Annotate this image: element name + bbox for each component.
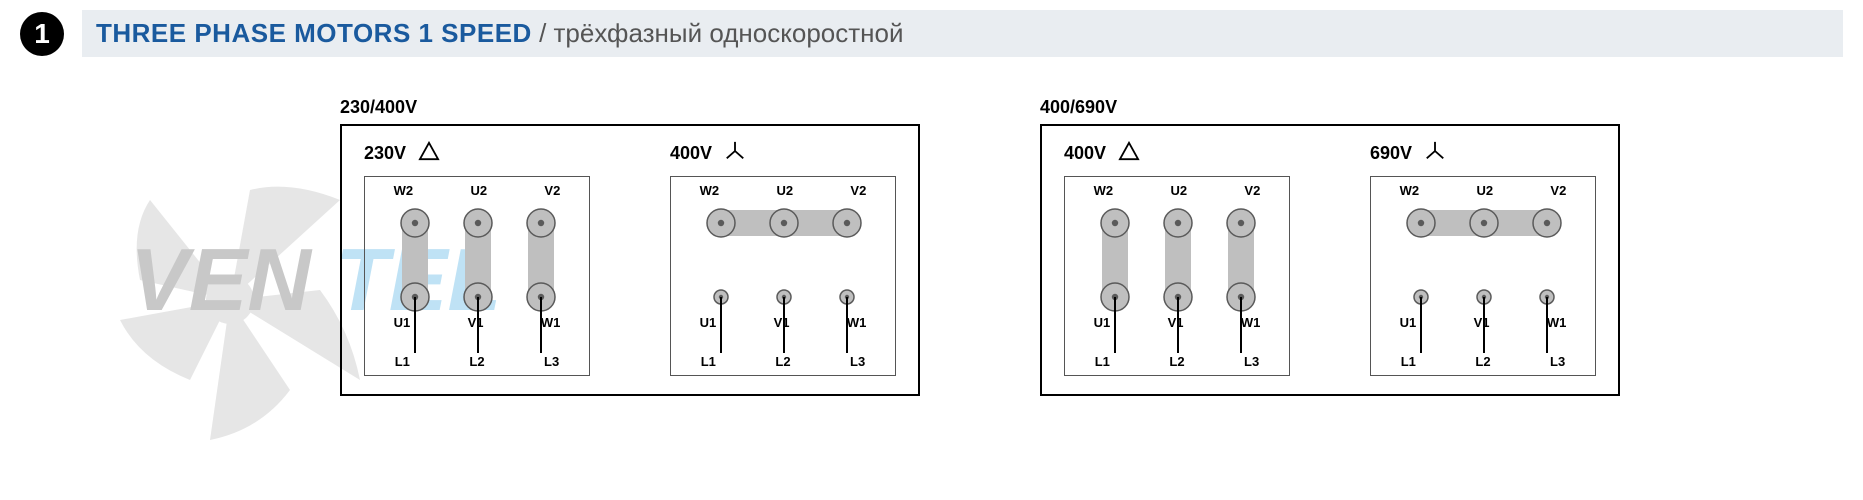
terminal-label: L2 <box>1169 354 1184 369</box>
wiring-sub-delta: 400V W2 U2 V2 U1 V1 W1 L1 L2 L3 <box>1064 140 1290 376</box>
sub-heading: 400V <box>670 140 746 166</box>
terminal-box: W2 U2 V2 U1 V1 W1 L1 L2 L3 <box>364 176 590 376</box>
terminal-label: W1 <box>1547 315 1567 330</box>
voltage-group: 230/400V 230V W2 U2 V2 U1 V1 W1 L1 L2 L3 400V … <box>340 97 920 396</box>
terminal-label: L1 <box>701 354 716 369</box>
terminal-label: V1 <box>1168 315 1184 330</box>
terminal-label: L3 <box>1244 354 1259 369</box>
star-icon <box>1424 140 1446 167</box>
header: 1 THREE PHASE MOTORS 1 SPEED / трёхфазны… <box>20 10 1843 57</box>
voltage-label: 400V <box>1064 143 1106 164</box>
terminal-label: U1 <box>700 315 717 330</box>
terminal-label: L2 <box>775 354 790 369</box>
terminal-label: W2 <box>394 183 414 198</box>
terminal-label: U2 <box>776 183 793 198</box>
terminal-label: L3 <box>850 354 865 369</box>
section-number-badge: 1 <box>20 12 64 56</box>
sub-heading: 230V <box>364 140 440 166</box>
terminal-label: W1 <box>1241 315 1261 330</box>
title-sub: / трёхфазный односкоростной <box>532 18 904 48</box>
terminal-label: W1 <box>847 315 867 330</box>
terminal-label: V2 <box>850 183 866 198</box>
terminal-label: L2 <box>1475 354 1490 369</box>
terminal-label: U1 <box>1400 315 1417 330</box>
terminal-label: L3 <box>544 354 559 369</box>
wiring-sub-delta: 230V W2 U2 V2 U1 V1 W1 L1 L2 L3 <box>364 140 590 376</box>
sub-heading: 690V <box>1370 140 1446 166</box>
title-main: THREE PHASE MOTORS 1 SPEED <box>96 18 532 48</box>
terminal-label: L1 <box>1095 354 1110 369</box>
group-label: 230/400V <box>340 97 920 118</box>
terminal-label: L2 <box>469 354 484 369</box>
terminal-label: W2 <box>1094 183 1114 198</box>
terminal-label: V1 <box>774 315 790 330</box>
terminal-label: U2 <box>470 183 487 198</box>
terminal-label: U1 <box>1094 315 1111 330</box>
wiring-sub-star: 690V W2 U2 V2 U1 V1 W1 L1 L2 L3 <box>1370 140 1596 376</box>
terminal-label: V2 <box>1550 183 1566 198</box>
terminal-label: L1 <box>395 354 410 369</box>
terminal-label: W2 <box>700 183 720 198</box>
terminal-box: W2 U2 V2 U1 V1 W1 L1 L2 L3 <box>1370 176 1596 376</box>
terminal-label: V1 <box>1474 315 1490 330</box>
delta-icon <box>1118 141 1140 166</box>
terminal-label: L3 <box>1550 354 1565 369</box>
star-icon <box>724 140 746 167</box>
terminal-label: V2 <box>544 183 560 198</box>
group-box: 230V W2 U2 V2 U1 V1 W1 L1 L2 L3 400V W2 U2 V2 U1… <box>340 124 920 396</box>
terminal-box: W2 U2 V2 U1 V1 W1 L1 L2 L3 <box>670 176 896 376</box>
voltage-label: 690V <box>1370 143 1412 164</box>
terminal-label: V1 <box>468 315 484 330</box>
group-label: 400/690V <box>1040 97 1620 118</box>
terminal-label: U2 <box>1476 183 1493 198</box>
terminal-box: W2 U2 V2 U1 V1 W1 L1 L2 L3 <box>1064 176 1290 376</box>
terminal-label: L1 <box>1401 354 1416 369</box>
terminal-label: W2 <box>1400 183 1420 198</box>
sub-heading: 400V <box>1064 140 1140 166</box>
voltage-group: 400/690V 400V W2 U2 V2 U1 V1 W1 L1 L2 L3 690V … <box>1040 97 1620 396</box>
title-bar: THREE PHASE MOTORS 1 SPEED / трёхфазный … <box>82 10 1843 57</box>
terminal-label: U1 <box>394 315 411 330</box>
voltage-label: 230V <box>364 143 406 164</box>
diagram-groups: 230/400V 230V W2 U2 V2 U1 V1 W1 L1 L2 L3 400V … <box>0 97 1863 416</box>
wiring-sub-star: 400V W2 U2 V2 U1 V1 W1 L1 L2 L3 <box>670 140 896 376</box>
delta-icon <box>418 141 440 166</box>
terminal-label: W1 <box>541 315 561 330</box>
terminal-label: U2 <box>1170 183 1187 198</box>
terminal-label: V2 <box>1244 183 1260 198</box>
voltage-label: 400V <box>670 143 712 164</box>
group-box: 400V W2 U2 V2 U1 V1 W1 L1 L2 L3 690V W2 U2 V2 U1… <box>1040 124 1620 396</box>
